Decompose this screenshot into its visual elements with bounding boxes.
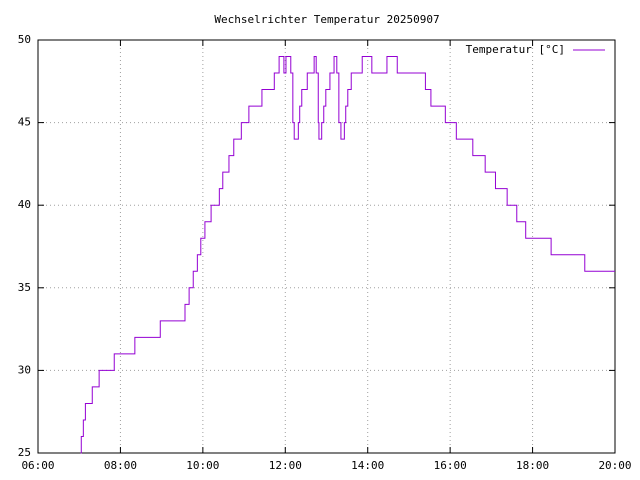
x-tick-label: 10:00 xyxy=(186,459,219,472)
plot-frame xyxy=(37,39,616,454)
x-tick-label: 14:00 xyxy=(351,459,384,472)
x-tick-label: 16:00 xyxy=(434,459,467,472)
y-tick-label: 40 xyxy=(18,198,31,211)
y-tick-label: 35 xyxy=(18,281,31,294)
legend-label: Temperatur [°C] xyxy=(466,43,565,56)
x-tick-label: 08:00 xyxy=(104,459,137,472)
x-tick-label: 12:00 xyxy=(269,459,302,472)
x-tick-label: 20:00 xyxy=(598,459,631,472)
y-tick-label: 30 xyxy=(18,363,31,376)
y-tick-label: 25 xyxy=(18,446,31,459)
chart-title: Wechselrichter Temperatur 20250907 xyxy=(214,13,439,26)
x-tick-label: 18:00 xyxy=(516,459,549,472)
x-tick-label: 06:00 xyxy=(21,459,54,472)
y-tick-label: 50 xyxy=(18,33,31,46)
data-line xyxy=(80,56,615,454)
y-tick-label: 45 xyxy=(18,116,31,129)
